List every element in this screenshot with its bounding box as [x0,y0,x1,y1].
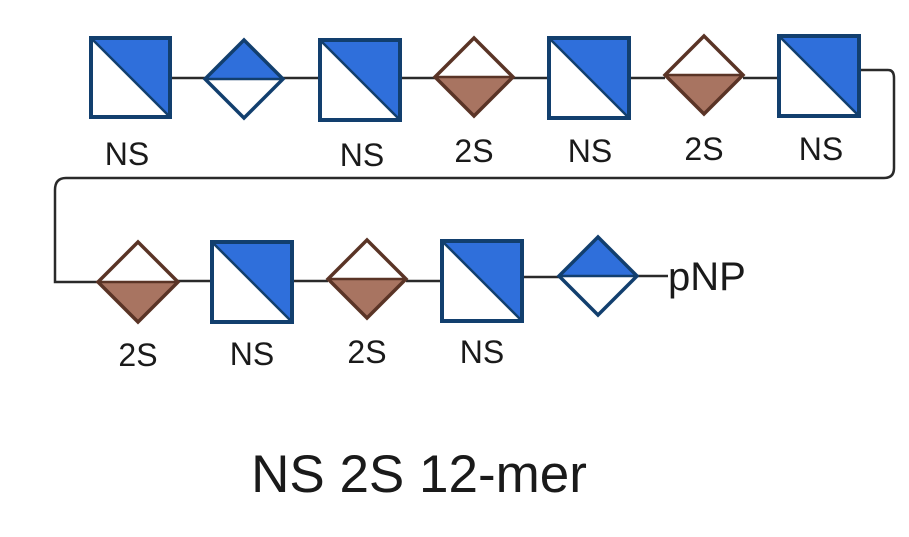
residue-label: NS [105,136,149,172]
idoa-2s-brown-diamond-icon [325,237,409,321]
glcnac-ns-square-icon [547,36,631,120]
wrap-connector [53,68,896,284]
glcnac-ns-square-icon [777,34,861,118]
row-2-labels: 2S NS 2S NS [118,334,504,373]
pnp-label: pNP [668,255,746,299]
idoa-2s-brown-diamond-icon [432,35,516,119]
residue-label: NS [460,334,504,370]
connector-lines [53,68,896,284]
idoa-2s-brown-diamond-icon [95,239,181,325]
residue-label: NS [568,133,612,169]
glcnac-ns-square-icon [440,239,524,323]
residue-label: 2S [454,133,493,169]
glcnac-ns-square-icon [89,36,172,119]
residue-label: 2S [347,334,386,370]
residue-label: 2S [118,337,157,373]
glcnac-ns-square-icon [318,38,402,122]
diagram-title: NS 2S 12-mer [251,445,587,504]
glcn-blue-diamond-icon [202,37,286,121]
row-1-labels: NS NS 2S NS 2S NS [105,131,843,173]
row-2 [95,234,640,325]
residue-label: 2S [684,131,723,167]
row-1 [89,33,861,122]
residue-label: NS [799,131,843,167]
residue-label: NS [230,336,274,372]
glcnac-ns-square-icon [210,240,294,324]
idoa-2s-brown-diamond-icon [662,33,746,117]
glcn-blue-diamond-icon [556,234,640,318]
residue-label: NS [340,137,384,173]
